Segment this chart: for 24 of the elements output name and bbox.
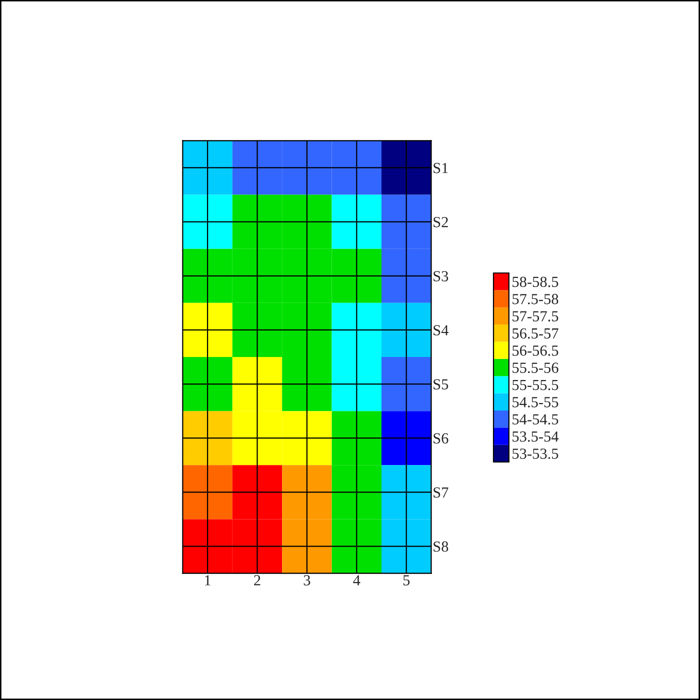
- y-tick-label: S4: [434, 325, 448, 336]
- color-bar-label: 53-53.5: [512, 448, 558, 459]
- y-tick-label: S5: [434, 379, 448, 390]
- x-tick-label: 2: [254, 575, 260, 586]
- y-tick-label: S3: [434, 271, 448, 282]
- y-tick-label: S6: [434, 433, 448, 444]
- color-bar-label: 57-57.5: [512, 311, 558, 322]
- x-tick-label: 5: [403, 575, 410, 586]
- color-bar-label: 55-55.5: [512, 380, 558, 390]
- color-bar-label: 54.5-55: [512, 397, 558, 408]
- x-tick-label: 4: [353, 575, 360, 586]
- x-tick-label: 1: [205, 575, 210, 586]
- color-bar-label: 56.5-57: [512, 328, 558, 339]
- color-bar-label: 57.5-58: [512, 294, 558, 304]
- color-bar-label: 54-54.5: [512, 414, 558, 425]
- y-tick-label: S1: [434, 162, 448, 174]
- color-bar-label: 55.5-56: [512, 362, 558, 374]
- color-bar-label: 53.5-54: [512, 431, 559, 442]
- color-bar-label: 56-56.5: [512, 346, 558, 356]
- y-tick-label: S7: [434, 487, 448, 498]
- y-tick-label: S8: [434, 541, 448, 552]
- x-tick-label: 3: [304, 575, 310, 586]
- color-bar-label: 58-58.5: [512, 276, 558, 288]
- y-tick-label: S2: [434, 216, 448, 228]
